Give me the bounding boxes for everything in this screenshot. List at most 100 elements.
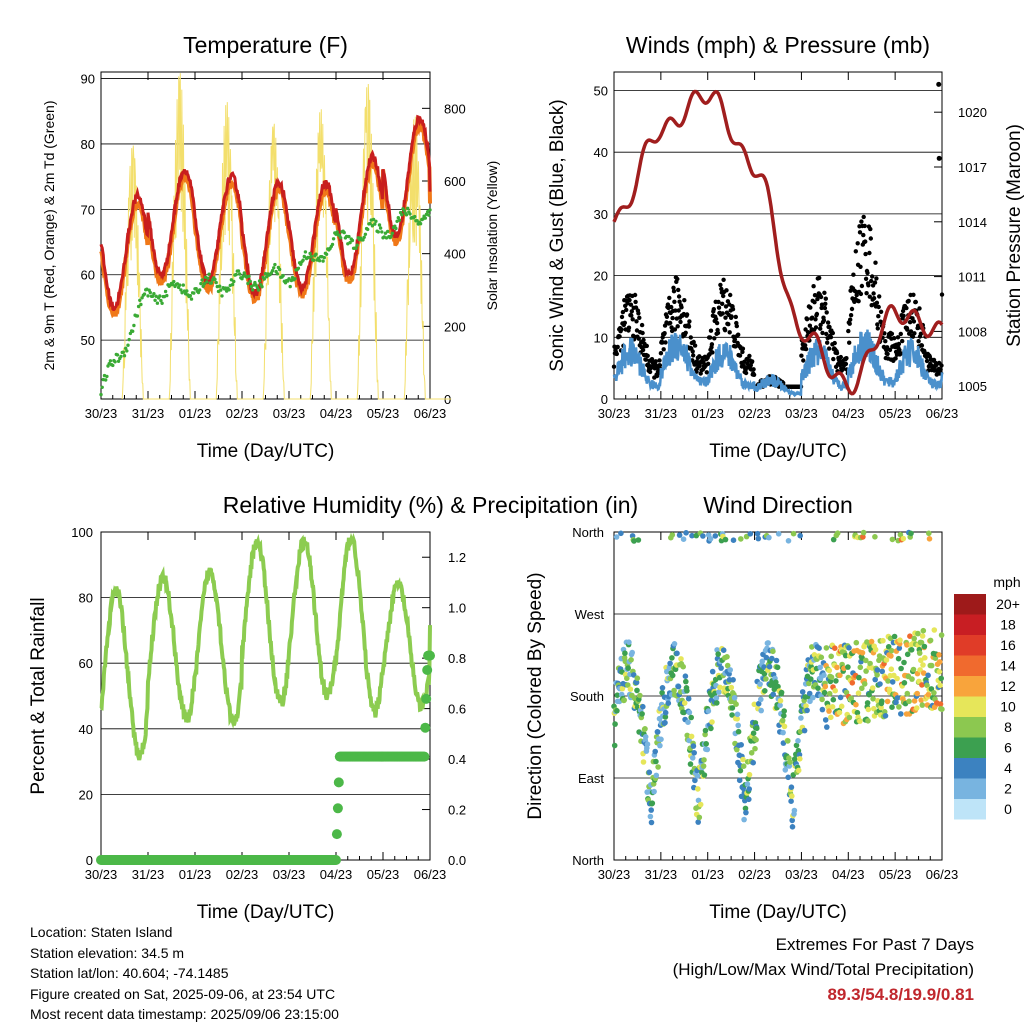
gust-point	[704, 370, 709, 375]
wind-xtick-label: 03/23	[785, 406, 818, 421]
direction-point	[761, 664, 767, 670]
wind-ytick-label: 50	[594, 84, 608, 99]
gust-point	[799, 353, 804, 358]
gust-point	[716, 299, 721, 305]
dewpoint-point	[146, 294, 150, 298]
rh-ytick-label: 80	[79, 591, 93, 606]
wind-ytick-label: 20	[594, 269, 608, 284]
dewpoint-point	[113, 360, 117, 364]
gust-point	[750, 359, 755, 364]
gust-point	[824, 331, 829, 337]
direction-point	[707, 536, 714, 542]
gust-point	[857, 230, 863, 235]
gust-point	[669, 304, 674, 310]
dewpoint-point	[386, 229, 390, 234]
direction-point	[879, 698, 885, 704]
direction-point	[717, 684, 723, 691]
direction-point	[675, 683, 682, 690]
direction-point	[789, 817, 795, 824]
dewpoint-point	[288, 284, 292, 289]
gust-point	[887, 347, 893, 353]
dewpoint-point	[371, 217, 376, 222]
gust-point	[730, 307, 736, 312]
direction-point	[777, 697, 784, 704]
dewpoint-point	[362, 235, 366, 239]
direction-point	[842, 652, 849, 659]
direction-point	[618, 530, 624, 537]
rh-y2tick-label: 0.6	[448, 702, 466, 717]
direction-point	[872, 534, 878, 540]
dewpoint-point	[218, 284, 222, 288]
wind-xtick-label: 30/23	[598, 406, 631, 421]
gust-point	[683, 330, 688, 335]
direction-point	[854, 709, 861, 716]
direction-point	[754, 725, 760, 732]
gust-point	[625, 301, 630, 306]
direction-point	[893, 699, 899, 706]
station-info: Location: Staten Island Station elevatio…	[30, 922, 339, 1025]
rh-xtick-label: 01/23	[179, 867, 212, 882]
direction-point	[709, 668, 716, 675]
gust-point	[808, 305, 813, 310]
direction-point	[735, 722, 741, 729]
dewpoint-point	[160, 301, 164, 305]
gust-point	[720, 301, 725, 306]
direction-point	[857, 718, 863, 724]
dewpoint-point	[202, 282, 207, 286]
gust-point	[721, 293, 726, 299]
direction-point	[720, 647, 727, 653]
gust-point	[825, 340, 830, 345]
gust-point	[820, 330, 825, 336]
direction-point	[729, 712, 735, 718]
direction-point	[713, 695, 720, 701]
direction-point	[896, 645, 903, 651]
direction-point	[826, 667, 833, 674]
direction-point	[853, 639, 860, 646]
dewpoint-point	[248, 279, 252, 283]
legend-label: 0	[1004, 801, 1012, 817]
direction-point	[896, 704, 902, 710]
gust-point	[657, 358, 662, 363]
dewpoint-point	[158, 294, 162, 298]
rainfall-point	[331, 829, 342, 840]
direction-point	[846, 714, 853, 721]
speed-legend: mph 20+ 18 16 14 12 10 8 6 4 2 0	[954, 574, 1021, 820]
direction-point	[651, 788, 657, 795]
gust-point	[872, 280, 878, 285]
gust-point	[619, 327, 624, 332]
direction-point	[640, 759, 647, 765]
direction-point	[755, 535, 762, 542]
direction-point	[826, 690, 833, 697]
direction-point	[648, 819, 655, 826]
gust-point	[870, 274, 875, 279]
legend-label: 4	[1004, 760, 1012, 776]
gust-point	[632, 292, 638, 298]
direction-point	[685, 719, 691, 725]
gust-point	[710, 350, 715, 355]
direction-point	[690, 743, 697, 749]
gust-point	[871, 296, 877, 301]
direction-point	[804, 707, 810, 714]
direction-point	[797, 756, 803, 762]
direction-point	[876, 657, 882, 664]
direction-point	[682, 673, 689, 679]
dewpoint-point	[111, 363, 115, 368]
gust-point	[645, 353, 650, 358]
direction-point	[869, 685, 876, 691]
direction-point	[917, 667, 923, 673]
gust-point	[864, 291, 869, 296]
direction-point	[624, 675, 630, 682]
direction-point	[921, 643, 928, 650]
direction-point	[746, 786, 752, 792]
direction-point	[770, 648, 776, 655]
gust-point	[919, 343, 925, 348]
gust-point	[706, 361, 711, 366]
direction-point	[924, 682, 930, 689]
gust-point	[675, 324, 680, 329]
latlon-text: Station lat/lon: 40.604; -74.1485	[30, 965, 229, 982]
direction-point	[857, 664, 864, 671]
dewpoint-point	[418, 222, 423, 226]
dir-xlabel: Time (Day/UTC)	[709, 902, 847, 923]
dir-xtick-label: 03/23	[785, 867, 818, 882]
gust-point	[823, 296, 828, 301]
